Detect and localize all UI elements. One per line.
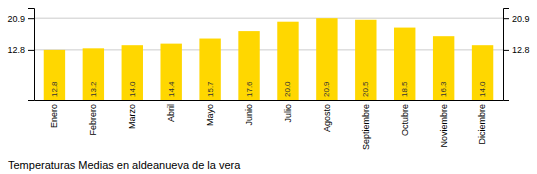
data-label: 17.6 [245,81,254,97]
bar [394,28,415,100]
bar [122,45,143,100]
y-tick-label: 20.9 [512,14,530,24]
y-tick: 12.8 [503,45,530,55]
x-tick: Diciembre [477,104,487,145]
data-label: 15.7 [206,81,215,97]
x-tick: Febrero [88,104,98,136]
x-tick-label: Marzo [127,104,137,129]
x-tick-label: Febrero [88,104,98,136]
x-tick: Enero [49,104,59,128]
bar [277,22,298,100]
bars [44,18,494,100]
x-tick: Noviembre [439,104,449,148]
y-axis-line [28,9,35,101]
x-tick-label: Julio [283,104,293,123]
bar [199,39,220,100]
data-label: 14.0 [128,81,137,97]
bar [160,44,181,100]
data-label: 20.5 [361,81,370,97]
data-label: 18.5 [400,81,409,97]
x-tick-label: Octubre [400,104,410,136]
y-tick-mark [503,50,509,51]
x-tick-label: Mayo [205,104,215,126]
x-tick-label: Abril [166,104,176,122]
plot: 12.8 13.2 14.0 14.4 15.7 17.6 20.0 20.9 20.5 18.5… [7,9,529,151]
data-label: 20.9 [322,81,331,97]
x-tick-label: Agosto [322,104,332,132]
x-tick-label: Noviembre [439,104,449,148]
chart-container: 12.8 13.2 14.0 14.4 15.7 17.6 20.0 20.9 20.5 18.5… [0,0,537,174]
bar [433,36,454,100]
x-tick-label: Junio [244,104,254,126]
y-tick: 20.9 [7,14,34,24]
data-label: 13.2 [89,81,98,97]
y-tick-label: 12.8 [7,45,25,55]
bar [355,20,376,100]
chart-svg: 12.8 13.2 14.0 14.4 15.7 17.6 20.0 20.9 20.5 18.5… [0,0,537,174]
x-tick: Agosto [322,104,332,132]
y-axis-right: 12.8 20.9 [503,9,530,101]
bar [472,45,493,100]
y-tick-mark [28,18,34,19]
x-tick-label: Enero [49,104,59,128]
x-tick: Julio [283,104,293,123]
x-tick: Mayo [205,104,215,126]
x-tick: Abril [166,104,176,122]
x-tick-label: Diciembre [477,104,487,145]
grid-line [34,18,503,19]
data-label: 20.0 [283,81,292,97]
x-tick-label: Septiembre [361,104,371,150]
y-tick-label: 20.9 [7,14,25,24]
bar [316,18,337,100]
y-tick: 20.9 [503,14,530,24]
bar [238,31,259,100]
y-tick-mark [28,50,34,51]
y-tick: 12.8 [7,45,34,55]
grid-line [34,49,503,50]
y-tick-label: 12.8 [512,45,530,55]
x-tick: Septiembre [361,104,371,150]
data-label: 16.3 [439,81,448,97]
y-axis-left: 12.8 20.9 [7,9,34,101]
data-labels: 12.8 13.2 14.0 14.4 15.7 17.6 20.0 20.9 20.5 18.5… [50,81,487,97]
x-tick: Marzo [127,104,137,129]
data-label: 14.4 [167,81,176,97]
x-tick: Junio [244,104,254,126]
grid [34,18,503,50]
data-label: 14.0 [478,81,487,97]
title: Temperaturas Medias en aldeanueva de la … [8,159,241,171]
y-axis-line [504,9,510,101]
data-label: 12.8 [50,81,59,97]
y-tick-mark [503,18,509,19]
x-tick: Octubre [400,104,410,136]
bar [44,50,65,100]
x-axis-line [35,100,504,101]
bar [83,48,104,100]
x-axis: Enero Febrero Marzo Abril Mayo Junio Julio Agos… [35,101,504,151]
